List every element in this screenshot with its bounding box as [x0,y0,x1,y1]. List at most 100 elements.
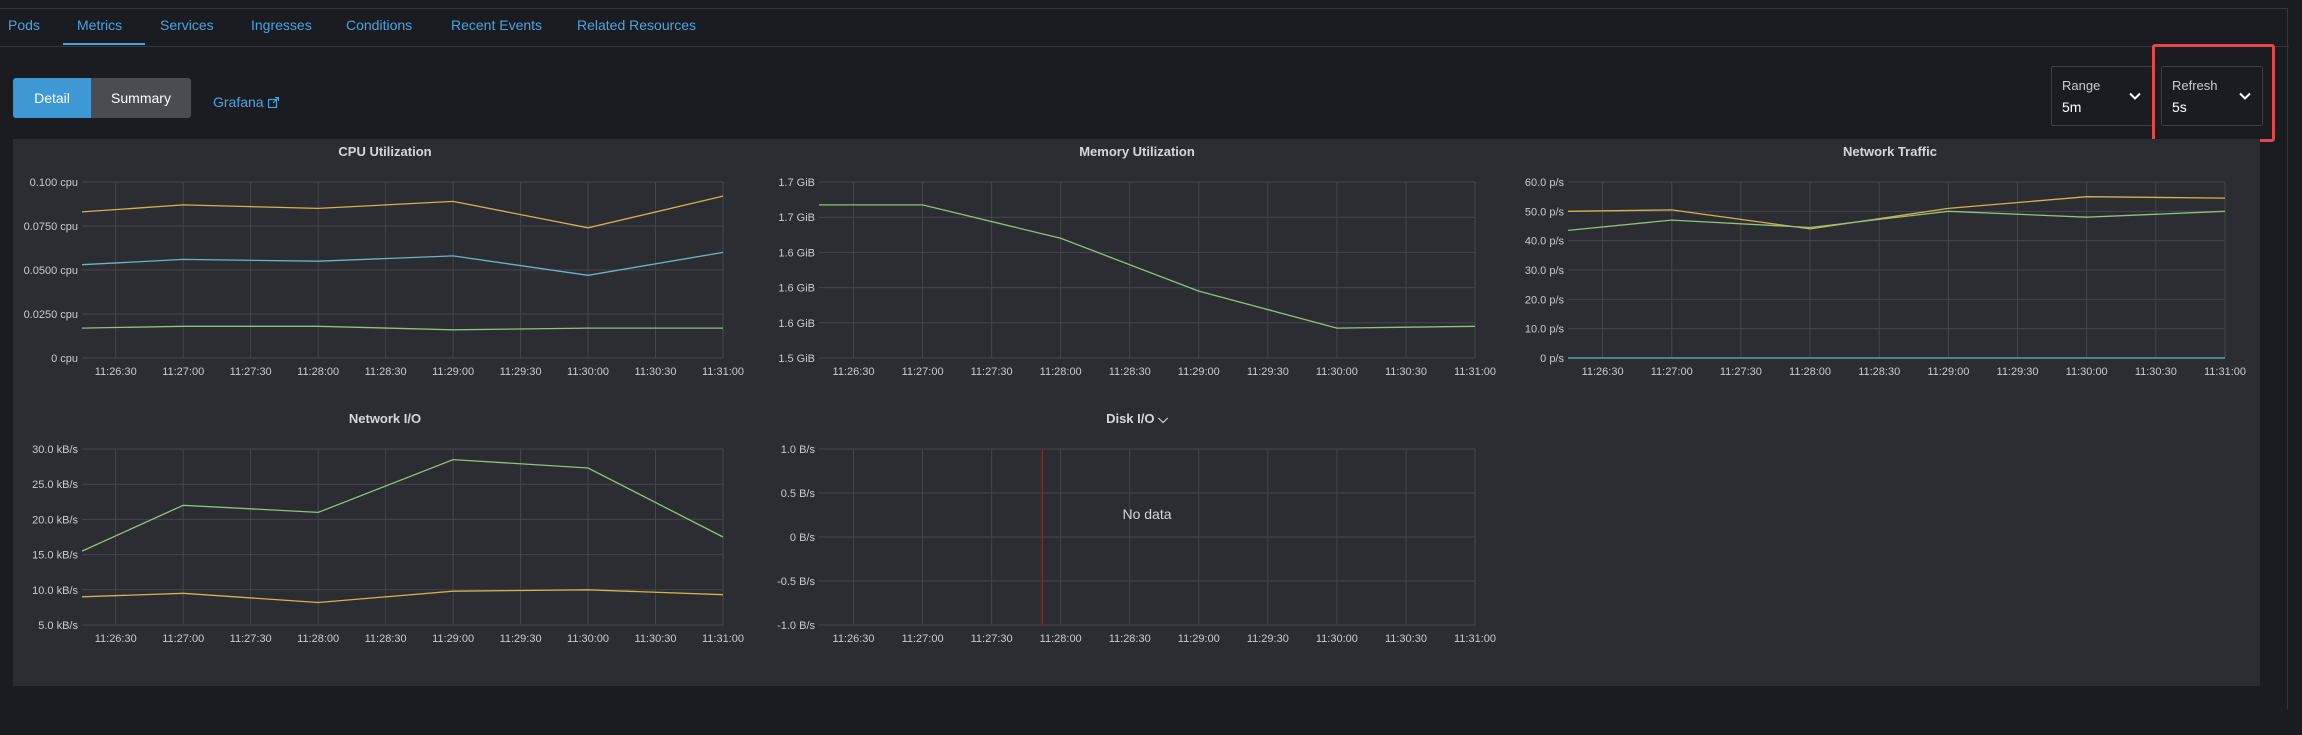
y-tick-label: 0.5 B/s [781,488,816,500]
series-line-1 [81,589,724,604]
x-tick-label: 11:28:30 [365,633,407,645]
detail-button[interactable]: Detail [13,78,91,118]
y-tick-label: 1.0 B/s [781,444,816,456]
refresh-label: Refresh [2172,78,2218,93]
x-tick-label: 11:29:00 [1178,633,1220,645]
refresh-value: 5s [2172,99,2187,115]
x-tick-label: 11:30:00 [1316,633,1358,645]
chevron-down-icon [2129,92,2141,100]
chevron-down-icon [2239,92,2251,100]
x-tick-label: 11:29:30 [500,366,542,378]
y-tick-label: 25.0 kB/s [32,479,78,491]
y-tick-label: 1.7 GiB [778,177,815,189]
chart-title: CPU Utilization [338,144,431,159]
x-tick-label: 11:28:00 [1789,366,1831,378]
tab-bar: Pods Metrics Services Ingresses Conditio… [0,8,2289,47]
y-tick-label: 0 B/s [790,532,816,544]
x-tick-label: 11:29:30 [1247,633,1289,645]
x-tick-label: 11:28:00 [1040,633,1082,645]
refresh-dropdown[interactable]: Refresh 5s [2161,66,2263,126]
series-line-0 [81,458,724,552]
charts-canvas: CPU Utilization 0.100 cpu 0.0750 cpu 0.0500… [24,144,2246,645]
x-tick-label: 11:28:30 [365,366,407,378]
x-tick-label: 11:31:00 [1454,366,1496,378]
bottom-bar [0,709,2302,735]
x-tick-label: 11:28:00 [297,366,339,378]
x-tick-label: 11:26:30 [833,633,875,645]
summary-button[interactable]: Summary [91,78,191,118]
tab-recent-events[interactable]: Recent Events [451,17,543,33]
y-tick-label: 20.0 kB/s [32,514,78,526]
y-tick-label: -1.0 B/s [777,620,815,632]
series-line-1 [1567,210,2226,232]
x-tick-label: 11:30:00 [1316,366,1358,378]
x-tick-label: 11:30:30 [2135,366,2177,378]
series-line-0 [819,204,1476,329]
x-tick-label: 11:29:00 [432,633,474,645]
y-tick-label: -0.5 B/s [777,576,815,588]
x-tick-label: 11:30:30 [635,366,677,378]
series-line-0 [81,195,724,229]
chart-title: Memory Utilization [1079,144,1195,159]
x-tick-label: 11:27:30 [230,633,272,645]
x-tick-label: 11:30:30 [635,633,677,645]
x-tick-label: 11:27:00 [902,633,944,645]
tab-services[interactable]: Services [160,17,214,33]
y-tick-label: 10.0 kB/s [32,585,78,597]
grafana-link[interactable]: Grafana [213,94,279,110]
tab-ingresses[interactable]: Ingresses [251,17,312,33]
x-tick-label: 11:31:00 [702,633,744,645]
y-tick-label: 30.0 p/s [1525,265,1565,277]
y-tick-label: 20.0 p/s [1525,294,1565,306]
x-tick-label: 11:29:00 [1927,366,1969,378]
x-tick-label: 11:28:30 [1109,633,1151,645]
chart-title: Network Traffic [1843,144,1937,159]
x-tick-label: 11:26:30 [95,633,137,645]
active-tab-indicator [63,43,145,45]
x-tick-label: 11:28:30 [1858,366,1900,378]
x-tick-label: 11:30:30 [1385,366,1427,378]
x-tick-label: 11:30:30 [1385,633,1427,645]
x-tick-label: 11:29:30 [500,633,542,645]
grafana-link-label: Grafana [213,94,264,110]
y-tick-label: 1.5 GiB [778,353,815,365]
y-tick-label: 1.6 GiB [778,247,815,259]
x-tick-label: 11:27:30 [230,366,272,378]
y-tick-label: 5.0 kB/s [38,620,78,632]
y-tick-label: 0 cpu [51,353,78,365]
x-tick-label: 11:30:00 [567,366,609,378]
chart-title: Network I/O [349,411,421,426]
y-tick-label: 60.0 p/s [1525,177,1565,189]
series-line-2 [81,325,723,331]
range-dropdown[interactable]: Range 5m [2051,66,2153,126]
x-tick-label: 11:31:00 [1454,633,1496,645]
y-tick-label: 50.0 p/s [1525,206,1565,218]
y-tick-label: 30.0 kB/s [32,444,78,456]
x-tick-label: 11:26:30 [1582,366,1624,378]
x-tick-label: 11:30:00 [2066,366,2108,378]
tab-pods[interactable]: Pods [8,17,40,33]
metrics-panel: CPU Utilization 0.100 cpu 0.0750 cpu 0.0500… [13,139,2260,686]
x-tick-label: 11:30:00 [567,633,609,645]
series-line-0 [1567,196,2226,230]
tab-conditions[interactable]: Conditions [346,17,413,33]
range-value: 5m [2062,99,2082,115]
y-tick-label: 0.100 cpu [30,177,78,189]
y-tick-label: 40.0 p/s [1525,236,1565,248]
x-tick-label: 11:31:00 [702,366,744,378]
x-tick-label: 11:29:30 [1247,366,1289,378]
x-tick-label: 11:27:00 [162,633,204,645]
x-tick-label: 11:27:30 [971,633,1013,645]
y-tick-label: 0.0250 cpu [24,309,78,321]
range-label: Range [2062,78,2101,93]
view-toggle: Detail Summary [13,78,191,118]
tab-metrics[interactable]: Metrics [77,17,123,33]
x-tick-label: 11:26:30 [833,366,875,378]
x-tick-label: 11:26:30 [95,366,137,378]
x-tick-label: 11:28:00 [1040,366,1082,378]
x-tick-label: 11:29:00 [1178,366,1220,378]
y-tick-label: 0.0500 cpu [24,265,78,277]
tab-related-resources[interactable]: Related Resources [577,17,697,33]
x-tick-label: 11:29:00 [432,366,474,378]
x-tick-label: 11:29:30 [1997,366,2039,378]
